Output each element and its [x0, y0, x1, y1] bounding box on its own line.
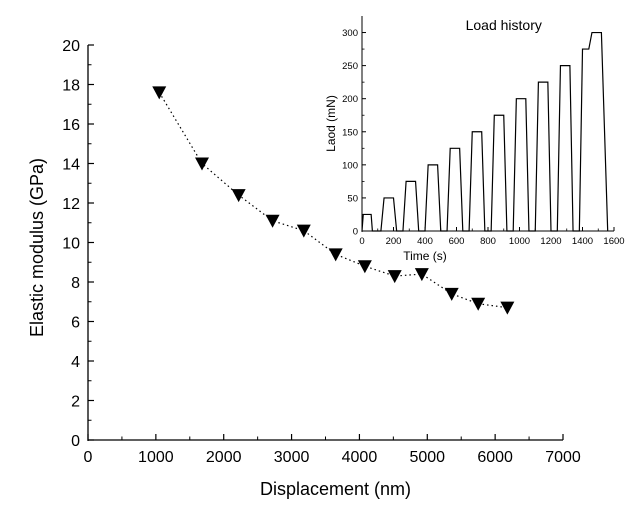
inset-x-tick-label: 600	[449, 236, 465, 247]
inset-x-tick-label: 1200	[540, 236, 561, 247]
main-data-point	[195, 157, 209, 171]
inset-y-axis-label: Laod (mN)	[324, 95, 338, 152]
main-x-tick-label: 5000	[409, 449, 445, 466]
main-data-point	[500, 301, 515, 315]
inset-y-tick-label: 100	[342, 160, 358, 171]
inset-y-tick-label: 200	[342, 94, 358, 105]
main-data-point	[265, 214, 280, 228]
main-data-point	[328, 248, 343, 262]
main-y-tick-label: 12	[62, 196, 80, 213]
main-y-tick-label: 6	[71, 315, 80, 332]
main-y-tick-label: 10	[62, 236, 80, 253]
main-y-tick-label: 0	[71, 433, 80, 450]
main-y-tick-label: 8	[71, 275, 80, 292]
main-data-point	[231, 189, 246, 203]
inset-load-line	[361, 31, 609, 232]
main-y-tick-label: 2	[71, 394, 80, 411]
inset-y-tick-label: 300	[342, 28, 358, 39]
main-x-tick-label: 7000	[545, 449, 581, 466]
main-x-tick-label: 1000	[138, 449, 174, 466]
main-y-tick-label: 16	[62, 117, 80, 134]
inset-x-tick-label: 0	[359, 236, 364, 247]
inset-y-tick-label: 50	[347, 193, 358, 204]
main-y-tick-label: 14	[62, 157, 80, 174]
inset-title: Load history	[466, 17, 542, 33]
main-x-tick-label: 0	[84, 449, 93, 466]
main-data-point	[471, 297, 486, 311]
main-data-point	[152, 86, 167, 100]
inset-x-tick-label: 1000	[509, 236, 530, 247]
inset-x-tick-label: 1600	[603, 236, 624, 247]
main-x-tick-label: 3000	[274, 449, 310, 466]
inset-y-tick-label: 0	[353, 227, 358, 238]
main-y-tick-label: 20	[62, 38, 80, 55]
main-y-tick-label: 4	[71, 354, 80, 371]
main-series-line	[158, 92, 508, 309]
inset-x-tick-label: 400	[417, 236, 433, 247]
main-x-tick-label: 2000	[206, 449, 242, 466]
inset-x-tick-label: 200	[386, 236, 402, 247]
main-data-point	[444, 287, 459, 301]
inset-x-tick-label: 1400	[572, 236, 593, 247]
main-y-axis-label: Elastic modulus (GPa)	[27, 158, 47, 337]
main-data-point	[357, 260, 372, 274]
main-data-point	[414, 268, 429, 282]
inset-y-tick-label: 150	[342, 127, 358, 138]
main-x-tick-label: 6000	[477, 449, 513, 466]
main-data-point	[387, 270, 402, 284]
main-x-axis-label: Displacement (nm)	[260, 479, 411, 499]
inset-x-tick-label: 800	[480, 236, 496, 247]
inset-y-tick-label: 250	[342, 61, 358, 72]
inset-plot: 0 50 100 150 200 250 300 0 200 400 600 800 1000 1200 1…	[324, 16, 625, 263]
main-x-tick-label: 4000	[342, 449, 378, 466]
main-y-tick-label: 18	[62, 78, 80, 95]
inset-x-axis-label: Time (s)	[403, 249, 447, 263]
main-data-point	[296, 224, 311, 238]
